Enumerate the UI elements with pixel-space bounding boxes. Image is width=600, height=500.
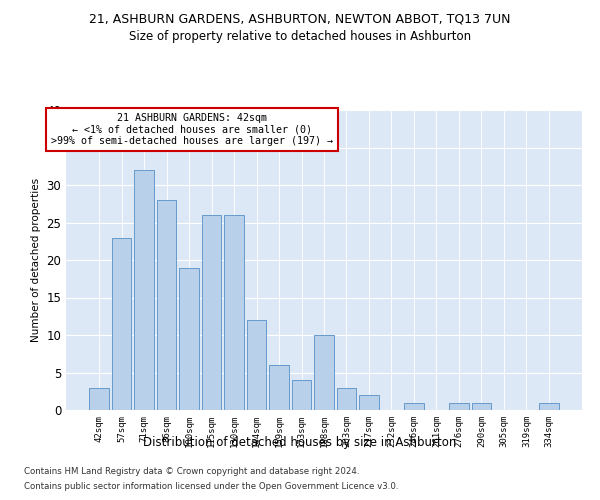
Y-axis label: Number of detached properties: Number of detached properties	[31, 178, 41, 342]
Bar	[224, 215, 244, 410]
Bar	[292, 380, 311, 410]
Text: Contains HM Land Registry data © Crown copyright and database right 2024.: Contains HM Land Registry data © Crown c…	[24, 467, 359, 476]
Bar	[337, 388, 356, 410]
Bar	[449, 402, 469, 410]
Bar	[247, 320, 266, 410]
Text: Contains public sector information licensed under the Open Government Licence v3: Contains public sector information licen…	[24, 482, 398, 491]
Text: 21 ASHBURN GARDENS: 42sqm
← <1% of detached houses are smaller (0)
>99% of semi-: 21 ASHBURN GARDENS: 42sqm ← <1% of detac…	[52, 113, 334, 146]
Bar	[157, 200, 176, 410]
Bar	[179, 268, 199, 410]
Bar	[314, 335, 334, 410]
Bar	[112, 238, 131, 410]
Bar	[202, 215, 221, 410]
Bar	[404, 402, 424, 410]
Bar	[89, 388, 109, 410]
Bar	[472, 402, 491, 410]
Text: Size of property relative to detached houses in Ashburton: Size of property relative to detached ho…	[129, 30, 471, 43]
Text: 21, ASHBURN GARDENS, ASHBURTON, NEWTON ABBOT, TQ13 7UN: 21, ASHBURN GARDENS, ASHBURTON, NEWTON A…	[89, 12, 511, 26]
Bar	[134, 170, 154, 410]
Bar	[359, 395, 379, 410]
Text: Distribution of detached houses by size in Ashburton: Distribution of detached houses by size …	[143, 436, 457, 449]
Bar	[269, 365, 289, 410]
Bar	[539, 402, 559, 410]
